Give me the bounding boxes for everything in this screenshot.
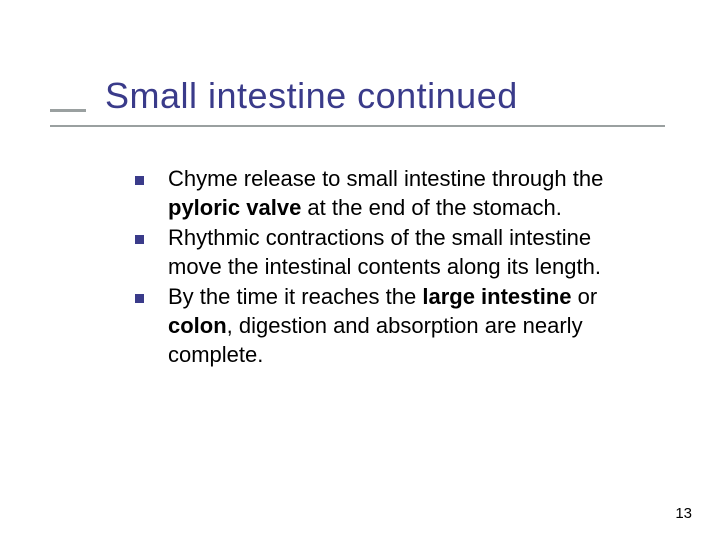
bullet-item: Rhythmic contractions of the small intes… — [135, 224, 640, 281]
content-area: Chyme release to small intestine through… — [135, 165, 640, 369]
page-number: 13 — [675, 505, 692, 522]
bullet-item: By the time it reaches the large intesti… — [135, 283, 640, 369]
text-segment: , digestion and absorption are nearly co… — [168, 313, 583, 367]
bold-text: pyloric valve — [168, 195, 301, 220]
underline-short — [50, 109, 86, 112]
bold-text: colon — [168, 313, 227, 338]
text-segment: Rhythmic contractions of the small intes… — [168, 225, 601, 279]
slide-title: Small intestine continued — [105, 75, 670, 117]
text-segment: Chyme release to small intestine through… — [168, 166, 603, 191]
title-area: Small intestine continued — [105, 75, 670, 125]
text-segment: or — [572, 284, 598, 309]
bullet-text: Chyme release to small intestine through… — [168, 165, 640, 222]
square-bullet-icon — [135, 235, 144, 244]
slide-container: Small intestine continued Chyme release … — [0, 0, 720, 540]
title-underline-group — [105, 125, 665, 127]
square-bullet-icon — [135, 294, 144, 303]
bullet-text: By the time it reaches the large intesti… — [168, 283, 640, 369]
square-bullet-icon — [135, 176, 144, 185]
bullet-text: Rhythmic contractions of the small intes… — [168, 224, 640, 281]
bullet-item: Chyme release to small intestine through… — [135, 165, 640, 222]
text-segment: at the end of the stomach. — [301, 195, 562, 220]
underline-long — [50, 125, 665, 127]
text-segment: By the time it reaches the — [168, 284, 422, 309]
bold-text: large intestine — [422, 284, 571, 309]
